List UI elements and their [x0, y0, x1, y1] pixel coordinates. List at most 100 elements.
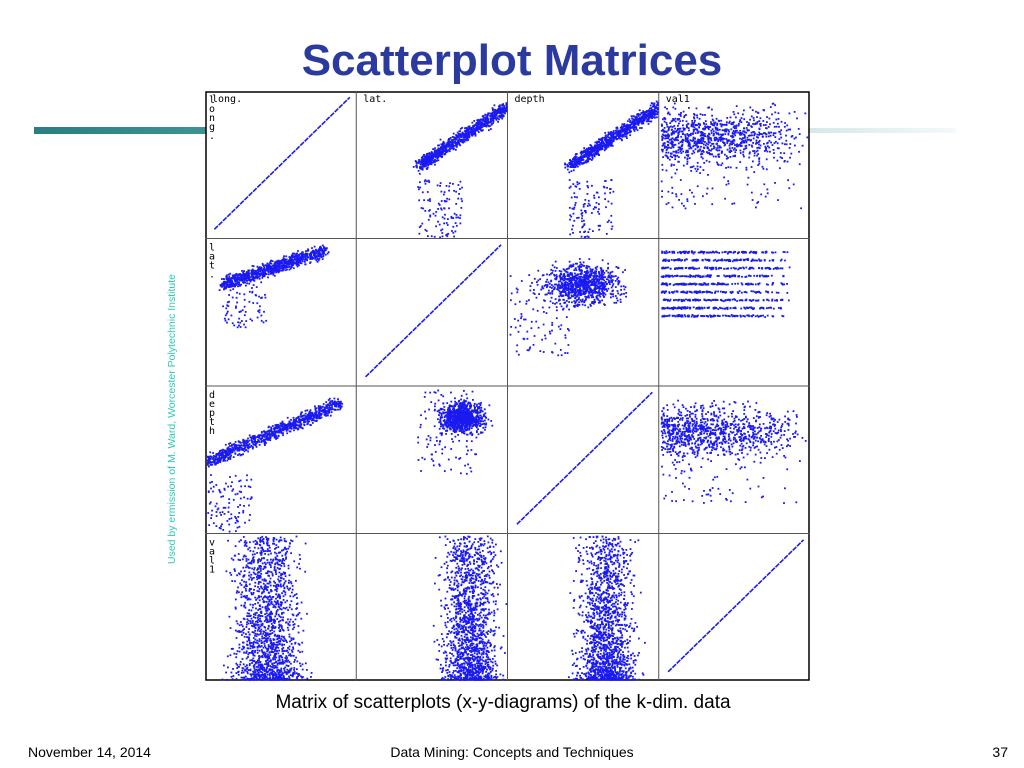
data-point — [321, 253, 324, 255]
data-point — [685, 114, 687, 116]
data-point — [608, 279, 610, 282]
data-point — [766, 188, 769, 191]
data-point — [574, 157, 576, 159]
data-point — [795, 136, 797, 139]
data-point — [687, 149, 689, 152]
data-point — [259, 272, 262, 275]
data-point — [285, 258, 288, 261]
data-point — [734, 129, 737, 132]
data-point — [568, 171, 571, 174]
data-point — [445, 222, 448, 224]
data-point — [673, 119, 675, 121]
data-point — [574, 296, 577, 299]
data-point — [587, 236, 590, 238]
data-point — [550, 268, 553, 271]
data-point — [789, 143, 792, 145]
data-point — [465, 132, 468, 135]
data-point — [602, 136, 604, 139]
data-point — [752, 160, 754, 163]
data-point — [239, 279, 241, 282]
data-point — [536, 309, 539, 312]
data-point — [592, 146, 595, 149]
data-point — [443, 200, 446, 202]
data-point — [595, 147, 598, 150]
data-point — [607, 145, 610, 148]
data-point — [422, 158, 424, 160]
data-point — [544, 300, 546, 302]
data-point — [651, 115, 654, 118]
data-point — [554, 286, 556, 289]
data-point — [276, 266, 279, 269]
data-point — [229, 284, 232, 287]
data-point — [443, 217, 446, 220]
data-point — [269, 270, 272, 273]
data-point — [285, 265, 287, 267]
data-point — [687, 122, 690, 125]
data-point — [701, 132, 704, 134]
data-point — [643, 115, 645, 118]
data-point — [306, 256, 309, 258]
data-point — [603, 272, 606, 274]
data-point — [593, 282, 596, 285]
data-point — [610, 280, 613, 283]
data-point — [687, 134, 690, 136]
data-point — [726, 148, 729, 151]
data-point — [465, 134, 468, 137]
data-point — [702, 151, 705, 153]
data-point — [758, 162, 761, 165]
data-point — [588, 228, 591, 231]
data-point — [555, 267, 558, 269]
data-point — [599, 224, 601, 227]
data-point — [720, 152, 723, 154]
data-point — [602, 278, 604, 280]
data-point — [572, 275, 575, 278]
data-point — [625, 132, 627, 134]
data-point — [691, 140, 693, 142]
data-point — [637, 123, 640, 126]
data-point — [603, 283, 606, 285]
data-point — [733, 202, 736, 205]
data-point — [671, 137, 674, 140]
data-point — [452, 143, 454, 145]
data-point — [499, 116, 502, 119]
data-point — [568, 206, 571, 209]
data-point — [699, 166, 702, 168]
data-point — [732, 126, 735, 129]
data-point — [307, 248, 309, 251]
data-point — [505, 104, 508, 107]
data-point — [667, 137, 670, 139]
data-point — [756, 133, 759, 136]
data-point — [625, 131, 628, 133]
data-point — [304, 253, 307, 256]
data-point — [588, 258, 591, 260]
data-point — [247, 279, 250, 281]
data-point — [279, 262, 282, 265]
data-point — [309, 256, 312, 259]
data-point — [438, 151, 441, 153]
data-point — [259, 305, 261, 308]
data-point — [459, 127, 462, 130]
data-point — [694, 167, 697, 170]
data-point — [284, 266, 287, 268]
data-point — [421, 159, 424, 161]
data-point — [662, 118, 664, 121]
data-point — [674, 120, 677, 123]
data-point — [223, 278, 225, 280]
data-point — [670, 176, 673, 179]
data-point — [432, 154, 435, 157]
data-point — [567, 328, 569, 330]
data-point — [762, 109, 765, 111]
data-point — [315, 254, 317, 257]
data-point — [587, 153, 590, 156]
data-point — [238, 292, 241, 295]
data-point — [263, 268, 266, 271]
data-point — [221, 282, 224, 285]
data-point — [667, 202, 670, 204]
data-point — [622, 126, 624, 129]
data-point — [747, 134, 750, 137]
data-point — [426, 191, 429, 193]
data-point — [642, 122, 645, 125]
data-point — [621, 136, 624, 138]
data-point — [438, 223, 441, 226]
data-point — [566, 168, 569, 171]
